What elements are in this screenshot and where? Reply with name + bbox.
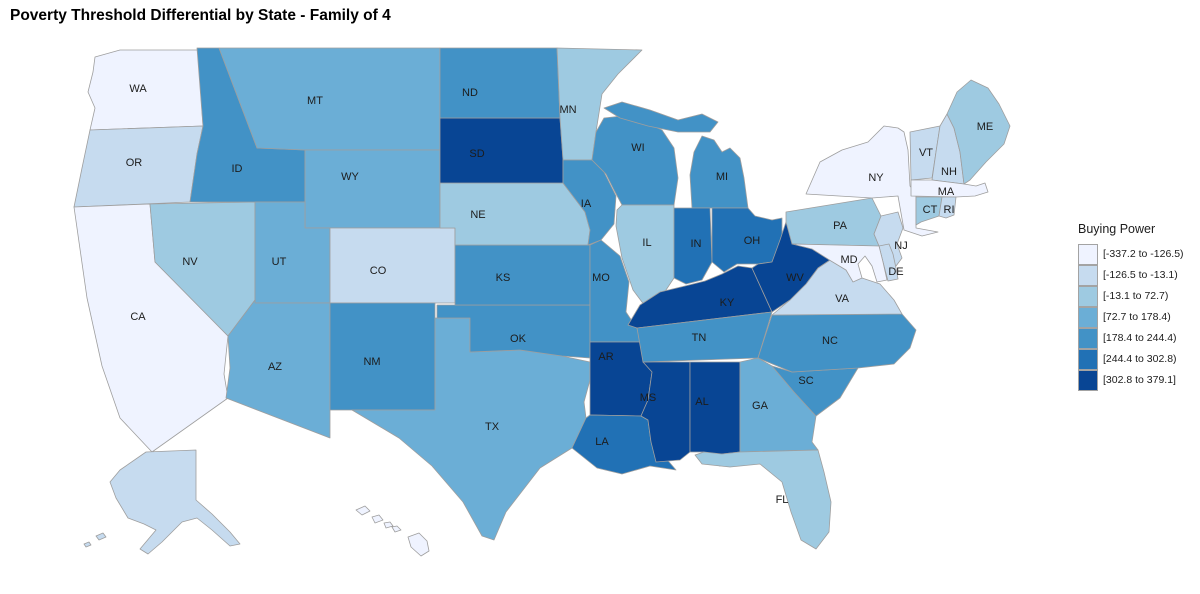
legend-bin-label-6: [302.8 to 379.1]	[1103, 373, 1176, 386]
state-label-WY: WY	[341, 171, 359, 183]
legend-item-6: [302.8 to 379.1]	[1078, 369, 1200, 391]
state-shape-AL	[689, 361, 741, 467]
legend-item-5: [244.4 to 302.8)	[1078, 348, 1200, 370]
state-shape-MT	[218, 47, 441, 151]
state-shape-NY	[805, 125, 939, 237]
legend-swatch-3	[1078, 306, 1098, 328]
state-shape-NM	[329, 302, 436, 411]
state-label-ID: ID	[232, 163, 243, 175]
state-label-RI: RI	[944, 204, 955, 216]
state-label-IN: IN	[691, 238, 702, 250]
state-label-WA: WA	[129, 83, 147, 95]
state-label-MO: MO	[592, 272, 610, 284]
state-shape-SD	[439, 117, 564, 184]
legend-item-3: [72.7 to 178.4)	[1078, 306, 1200, 328]
state-shape-AK	[83, 449, 241, 555]
state-label-NH: NH	[941, 166, 957, 178]
state-shape-CO	[329, 227, 456, 304]
legend-bin-label-1: [-126.5 to -13.1)	[1103, 268, 1178, 281]
legend: Buying Power [-337.2 to -126.5) [-126.5 t…	[1078, 222, 1200, 391]
state-label-VT: VT	[919, 147, 933, 159]
state-label-NV: NV	[182, 256, 198, 268]
state-label-NE: NE	[470, 209, 485, 221]
state-label-CT: CT	[923, 204, 938, 216]
state-label-NM: NM	[363, 356, 380, 368]
state-label-KS: KS	[496, 272, 511, 284]
state-label-FL: FL	[776, 494, 789, 506]
state-label-AL: AL	[695, 396, 708, 408]
state-label-NY: NY	[868, 172, 884, 184]
state-label-KY: KY	[720, 297, 735, 309]
state-label-LA: LA	[595, 436, 609, 448]
state-label-IL: IL	[642, 237, 651, 249]
state-label-OR: OR	[126, 157, 143, 169]
legend-swatch-5	[1078, 348, 1098, 370]
legend-swatch-2	[1078, 285, 1098, 307]
state-shape-NC	[757, 313, 917, 373]
state-shape-ND	[439, 47, 561, 119]
legend-item-0: [-337.2 to -126.5)	[1078, 243, 1200, 265]
chart-title: Poverty Threshold Differential by State …	[10, 7, 391, 24]
state-label-GA: GA	[752, 400, 769, 412]
state-label-CO: CO	[370, 265, 387, 277]
state-label-IA: IA	[581, 198, 592, 210]
state-label-SC: SC	[798, 375, 813, 387]
state-label-UT: UT	[272, 256, 287, 268]
state-label-TX: TX	[485, 421, 500, 433]
state-shape-IN	[673, 207, 713, 285]
state-label-OH: OH	[744, 235, 761, 247]
state-shape-MI	[603, 101, 749, 209]
state-label-SD: SD	[469, 148, 484, 160]
state-label-OK: OK	[510, 333, 527, 345]
state-label-ME: ME	[977, 121, 994, 133]
state-label-CA: CA	[130, 311, 146, 323]
state-shape-CT	[915, 196, 943, 226]
state-label-WI: WI	[631, 142, 644, 154]
state-label-MD: MD	[840, 254, 857, 266]
state-label-PA: PA	[833, 220, 848, 232]
state-label-MN: MN	[559, 104, 576, 116]
state-label-ND: ND	[462, 87, 478, 99]
state-label-WV: WV	[786, 272, 804, 284]
state-shape-NJ	[873, 211, 904, 271]
state-shape-HI	[355, 505, 430, 557]
state-shape-KS	[454, 244, 591, 306]
state-shape-WY	[304, 149, 441, 229]
state-shape-MA	[910, 179, 989, 198]
legend-swatch-4	[1078, 327, 1098, 349]
state-label-DE: DE	[888, 266, 903, 278]
state-shape-MD	[791, 243, 888, 283]
legend-title: Buying Power	[1078, 222, 1156, 236]
legend-bin-label-5: [244.4 to 302.8)	[1103, 352, 1177, 365]
state-label-MT: MT	[307, 95, 323, 107]
state-label-TN: TN	[692, 332, 707, 344]
state-label-MS: MS	[640, 392, 657, 404]
legend-item-4: [178.4 to 244.4)	[1078, 327, 1200, 349]
state-label-AZ: AZ	[268, 361, 282, 373]
state-label-NC: NC	[822, 335, 838, 347]
legend-items: [-337.2 to -126.5) [-126.5 to -13.1) [-13.…	[1078, 243, 1200, 391]
state-label-MA: MA	[938, 186, 955, 198]
state-label-AR: AR	[598, 351, 613, 363]
state-label-NJ: NJ	[894, 240, 907, 252]
state-shape-ME	[946, 79, 1011, 185]
legend-swatch-0	[1078, 243, 1098, 265]
legend-item-2: [-13.1 to 72.7)	[1078, 285, 1200, 307]
state-shape-FL	[694, 449, 832, 550]
legend-bin-label-0: [-337.2 to -126.5)	[1103, 247, 1184, 260]
state-label-VA: VA	[835, 293, 850, 305]
state-shape-NE	[439, 182, 591, 246]
state-label-MI: MI	[716, 171, 728, 183]
legend-bin-label-2: [-13.1 to 72.7)	[1103, 289, 1169, 302]
legend-bin-label-4: [178.4 to 244.4)	[1103, 331, 1177, 344]
legend-item-1: [-126.5 to -13.1)	[1078, 264, 1200, 286]
legend-bin-label-3: [72.7 to 178.4)	[1103, 310, 1171, 323]
legend-swatch-6	[1078, 369, 1098, 391]
legend-swatch-1	[1078, 264, 1098, 286]
state-shape-RI	[938, 196, 957, 219]
